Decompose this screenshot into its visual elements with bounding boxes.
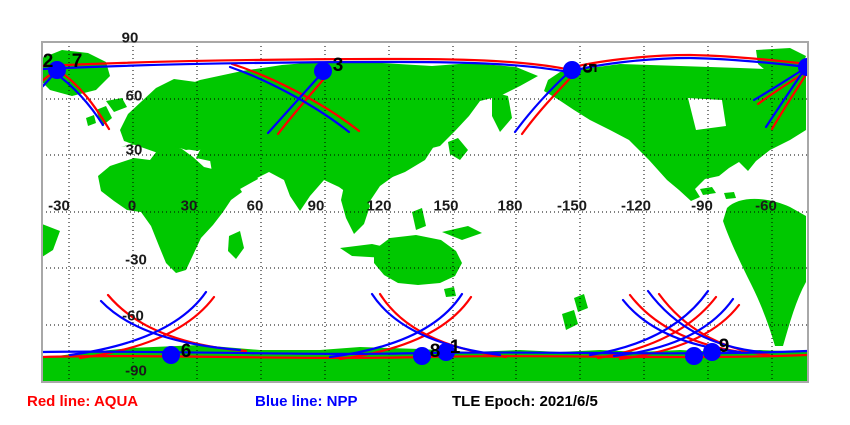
- satellite-marker: [798, 58, 808, 76]
- satellite-markers: [48, 58, 808, 365]
- lon-label-30: 30: [180, 197, 198, 215]
- sat-label-9: 9: [718, 336, 730, 357]
- legend-tle-epoch: TLE Epoch: 2021/6/5: [452, 393, 598, 410]
- grid-lines: [42, 42, 808, 382]
- sat-label-2: 2: [42, 51, 54, 72]
- satellite-marker: [563, 61, 581, 79]
- continent-land: [42, 48, 808, 382]
- sat-label-5: 5: [578, 62, 599, 74]
- lon-label--120: -120: [620, 197, 652, 215]
- lon-label--90: -90: [691, 197, 713, 215]
- lat-label--30: -30: [125, 251, 147, 269]
- satellite-marker: [437, 343, 455, 361]
- lon-label-0: 0: [127, 197, 137, 215]
- map-border: [41, 41, 809, 383]
- sat-label-3: 3: [332, 55, 344, 76]
- lat-label-60: 60: [125, 87, 143, 105]
- lon-label--150: -150: [556, 197, 588, 215]
- legend-red-aqua: Red line: AQUA: [27, 393, 139, 410]
- legend-blue-npp: Blue line: NPP: [255, 393, 358, 410]
- satellite-marker: [703, 343, 721, 361]
- satellite-marker: [685, 347, 703, 365]
- lat-label--90: -90: [125, 362, 147, 380]
- satellite-marker: [48, 61, 66, 79]
- lat-label--60: -60: [122, 307, 144, 325]
- satellite-marker: [413, 347, 431, 365]
- lon-label-150: 150: [433, 197, 459, 215]
- lat-label-90: 90: [121, 29, 139, 47]
- sat-label-1: 1: [449, 337, 461, 358]
- lon-label-120: 120: [366, 197, 392, 215]
- sat-label-8: 8: [429, 341, 441, 362]
- sat-label-6: 6: [180, 341, 192, 362]
- lon-label-180: 180: [497, 197, 523, 215]
- lon-label--60: -60: [755, 197, 777, 215]
- lon-label-60: 60: [246, 197, 264, 215]
- lon-label--30: -30: [48, 197, 70, 215]
- satellite-marker: [314, 62, 332, 80]
- lat-label-30: 30: [125, 141, 143, 159]
- lon-label-90: 90: [307, 197, 325, 215]
- satellite-marker: [162, 346, 180, 364]
- sat-label-7: 7: [71, 51, 83, 72]
